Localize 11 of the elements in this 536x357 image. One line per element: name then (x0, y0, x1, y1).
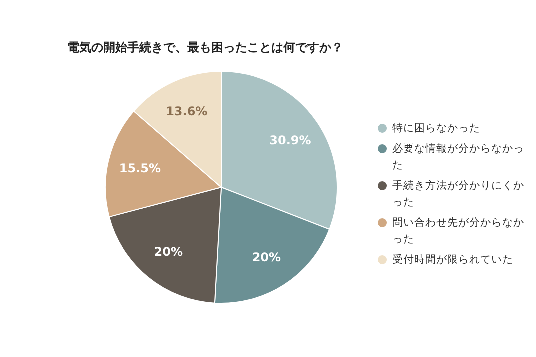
legend-label: 特に困らなかった (392, 122, 480, 134)
data-label: 20% (154, 245, 184, 260)
legend-label: 問い合わせ先が分からなかった (392, 216, 524, 246)
legend-label: 受付時間が限られていた (392, 253, 514, 266)
data-label: 20% (252, 250, 282, 265)
data-label: 15.5% (119, 162, 161, 176)
data-label: 30.9% (270, 133, 312, 148)
legend-label: 必要な情報が分からなかった (392, 142, 524, 172)
chart-title: 電気の開始手続きで、最も困ったことは何ですか？ (68, 40, 344, 54)
legend-label: 手続き方法が分かりにくかった (392, 179, 524, 208)
data-label: 13.6% (166, 104, 208, 118)
